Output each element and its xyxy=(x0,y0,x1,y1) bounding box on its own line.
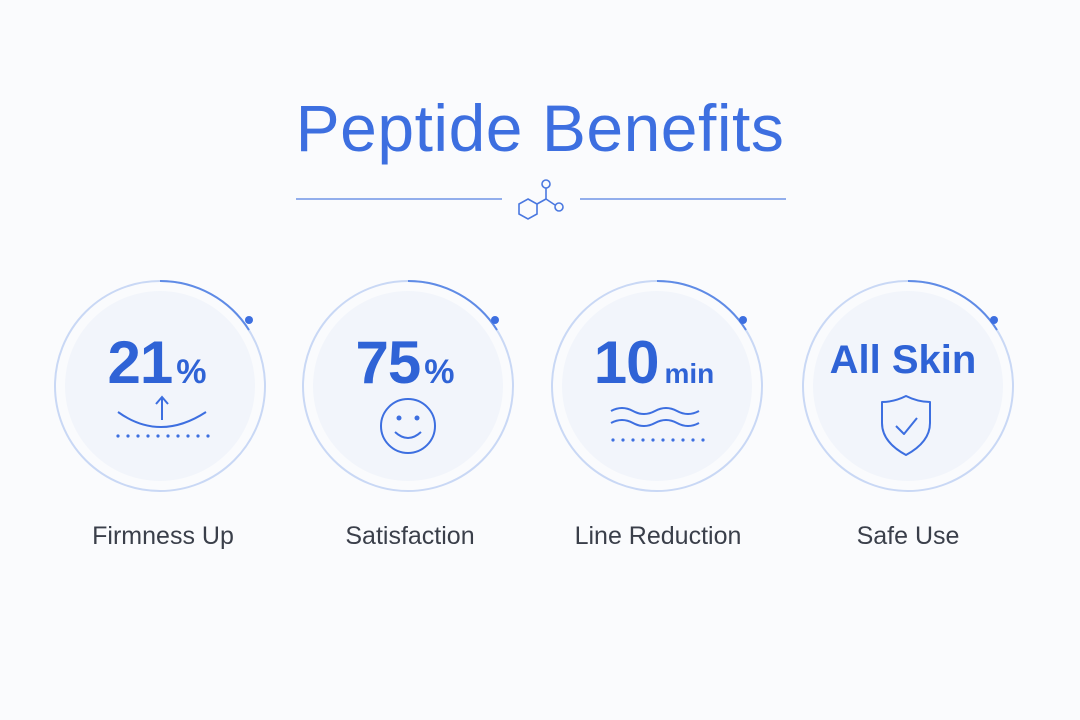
stat-value: 10 min xyxy=(593,329,715,396)
page-title: Peptide Benefits xyxy=(295,91,785,165)
benefit-card-firmness: 21% xyxy=(52,270,272,500)
benefit-card-satisfaction: 75% xyxy=(300,270,520,500)
benefit-card-safe-use: All Skin xyxy=(800,270,1020,500)
stat-value: 21% xyxy=(107,329,207,396)
ring xyxy=(551,279,763,492)
title-divider xyxy=(296,179,786,220)
benefit-label-firmness: Firmness Up xyxy=(92,522,234,550)
stat-value: All Skin xyxy=(829,338,977,382)
stat-value: 75% xyxy=(355,329,455,396)
molecule-icon xyxy=(518,179,564,220)
ring xyxy=(302,279,514,492)
benefit-label-line-reduction: Line Reduction xyxy=(574,522,742,550)
ring xyxy=(802,279,1014,492)
ring xyxy=(54,279,266,492)
benefit-label-satisfaction: Satisfaction xyxy=(345,522,475,550)
benefit-card-line-reduction: 10 min xyxy=(549,270,769,500)
benefit-label-safe-use: Safe Use xyxy=(856,522,960,550)
